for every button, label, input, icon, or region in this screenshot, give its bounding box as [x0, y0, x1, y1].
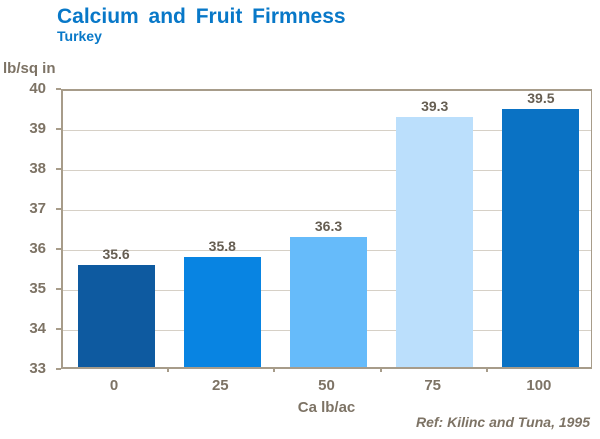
x-axis-tick [379, 367, 382, 372]
y-axis-tick [56, 168, 61, 170]
y-axis-tick-label: 35 [29, 280, 46, 297]
y-axis-tick-label: 33 [29, 360, 46, 377]
gridline [63, 130, 591, 131]
bar [77, 265, 155, 367]
y-axis-tick-label: 40 [29, 80, 46, 97]
bar [396, 117, 474, 367]
y-axis-tick [56, 328, 61, 330]
bar [183, 257, 261, 367]
chart-subtitle: Turkey [57, 28, 102, 44]
x-axis-tick-label: 25 [211, 377, 229, 394]
bar [502, 109, 580, 367]
y-axis-tick-label: 39 [29, 120, 46, 137]
x-axis-tick-label: 50 [318, 377, 335, 394]
x-axis-tick [485, 367, 488, 372]
y-axis-tick-label: 38 [29, 160, 46, 177]
reference-citation: Ref: Kilinc and Tuna, 1995 [415, 414, 590, 430]
y-axis-tick-label: 34 [29, 320, 46, 337]
bar-value-label: 35.8 [208, 238, 236, 254]
x-axis-tick-label: 100 [526, 377, 552, 394]
y-axis-tick [56, 208, 61, 210]
x-axis-tick [167, 367, 170, 372]
bar-value-label: 35.6 [102, 246, 130, 262]
y-axis-unit-label: lb/sq in [3, 60, 56, 77]
y-axis-tick [56, 288, 61, 290]
y-axis-tick-label: 37 [29, 200, 46, 217]
y-axis-tick [56, 368, 61, 370]
y-axis-tick-label: 36 [29, 240, 46, 257]
chart-title: Calcium and Fruit Firmness [57, 5, 346, 28]
gridline [63, 170, 591, 171]
gridline [63, 210, 591, 211]
y-axis-tick [56, 248, 61, 250]
x-axis-tick-label: 0 [109, 377, 119, 394]
plot-area: 35.6 35.8 36.3 39.3 39.5 [61, 89, 592, 369]
bar-value-label: 39.5 [527, 90, 555, 106]
x-axis-title: Ca lb/ac [297, 399, 356, 416]
y-axis-tick [56, 128, 61, 130]
bar-value-label: 36.3 [314, 218, 343, 234]
x-axis-tick [273, 367, 276, 372]
x-axis-tick-label: 75 [424, 377, 442, 394]
bar [290, 237, 367, 367]
bar-value-label: 39.3 [421, 98, 449, 114]
y-axis-tick [56, 88, 61, 90]
